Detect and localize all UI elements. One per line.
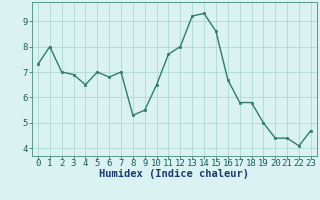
X-axis label: Humidex (Indice chaleur): Humidex (Indice chaleur) bbox=[100, 169, 249, 179]
